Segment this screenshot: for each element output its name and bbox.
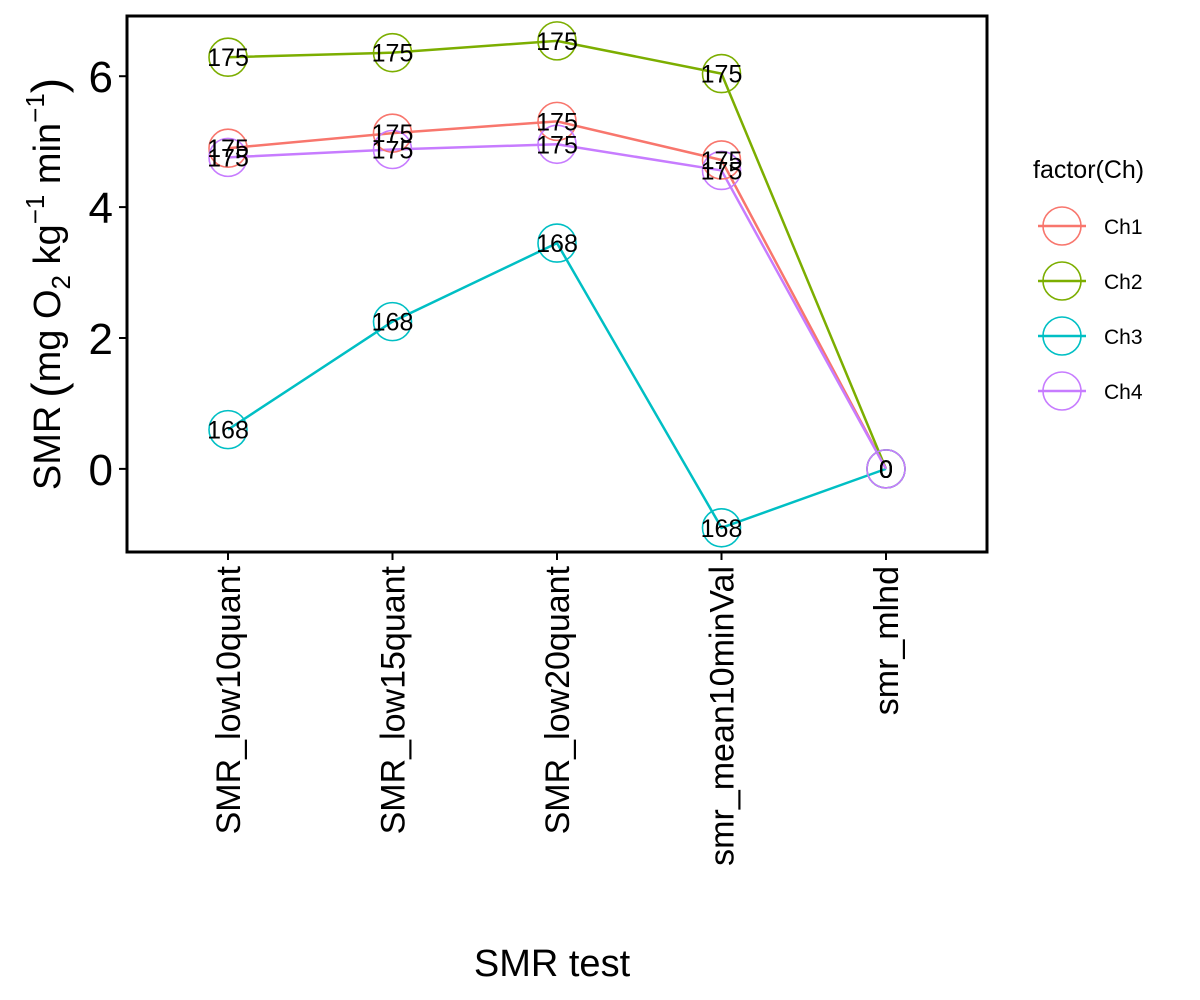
series-line-Ch3 bbox=[227, 241, 887, 530]
data-point-Ch1 bbox=[372, 113, 413, 153]
data-label-Ch1: 0 bbox=[879, 456, 893, 484]
data-label-Ch3: 168 bbox=[536, 230, 578, 258]
x-tick-label: SMR_low20quant bbox=[539, 565, 577, 834]
data-label-Ch4: 175 bbox=[536, 131, 578, 159]
y-tick-label: 2 bbox=[89, 315, 113, 364]
y-tick-label: 4 bbox=[89, 184, 113, 233]
data-label-Ch4: 175 bbox=[372, 137, 414, 165]
data-point-Ch1 bbox=[537, 101, 577, 142]
data-point-Ch4 bbox=[537, 124, 577, 165]
data-label-Ch3: 0 bbox=[879, 456, 893, 484]
plot-lines bbox=[227, 39, 888, 530]
data-label-Ch4: 175 bbox=[207, 144, 249, 172]
data-point-Ch1 bbox=[208, 128, 248, 169]
legend-label-Ch1: Ch1 bbox=[1104, 216, 1143, 239]
x-tick-label: smr_mlnd bbox=[868, 566, 906, 715]
data-point-Ch3 bbox=[372, 301, 413, 342]
data-point-Ch2 bbox=[208, 37, 248, 78]
data-label-Ch4: 175 bbox=[701, 157, 743, 185]
series-line-Ch2 bbox=[227, 39, 888, 470]
data-point-Ch4 bbox=[866, 449, 906, 489]
data-point-Ch1 bbox=[701, 140, 742, 180]
data-label-Ch3: 168 bbox=[207, 417, 249, 445]
data-label-Ch2: 175 bbox=[372, 40, 414, 68]
data-label-Ch4: 0 bbox=[879, 456, 893, 484]
legend-label-Ch4: Ch4 bbox=[1104, 381, 1143, 404]
data-point-Ch3 bbox=[208, 409, 248, 450]
data-label-Ch3: 168 bbox=[701, 515, 743, 543]
data-label-Ch1: 175 bbox=[701, 147, 743, 175]
data-label-Ch2: 175 bbox=[701, 61, 743, 89]
data-point-Ch4 bbox=[372, 129, 413, 170]
data-point-Ch2 bbox=[537, 21, 577, 61]
y-tick-label: 0 bbox=[89, 446, 113, 495]
data-label-Ch2: 175 bbox=[207, 44, 249, 72]
x-axis-title: SMR test bbox=[474, 943, 631, 985]
y-axis: 0 2 4 6 bbox=[89, 53, 127, 495]
data-point-Ch2 bbox=[372, 32, 413, 73]
x-tick-label: SMR_low10quant bbox=[210, 565, 248, 834]
series-line-Ch1 bbox=[227, 120, 888, 470]
legend: factor(Ch) Ch1 Ch2 Ch3 Ch4 bbox=[1033, 156, 1144, 411]
data-label-Ch2: 175 bbox=[536, 28, 578, 56]
x-tick-label: smr_mean10minVal bbox=[704, 566, 742, 866]
data-label-Ch1: 175 bbox=[207, 135, 249, 163]
x-axis: SMR_low10quant SMR_low15quant SMR_low20qua… bbox=[210, 552, 906, 866]
y-tick-label: 6 bbox=[89, 53, 113, 102]
series-line-Ch4 bbox=[227, 143, 888, 470]
data-point-Ch3 bbox=[537, 223, 577, 263]
data-point-Ch4 bbox=[701, 150, 742, 191]
data-point-Ch3 bbox=[701, 507, 742, 548]
legend-title: factor(Ch) bbox=[1033, 156, 1144, 184]
y-axis-title: SMR(mg O2 kg−1 min−1) bbox=[20, 78, 76, 490]
data-label-Ch2: 0 bbox=[879, 456, 893, 484]
data-label-Ch1: 175 bbox=[372, 120, 414, 148]
data-point-Ch2 bbox=[701, 53, 742, 94]
x-tick-label: SMR_low15quant bbox=[375, 565, 413, 834]
data-label-Ch3: 168 bbox=[372, 309, 414, 337]
legend-label-Ch3: Ch3 bbox=[1104, 326, 1143, 349]
plot-panel-border bbox=[125, 14, 989, 554]
data-point-Ch4 bbox=[208, 137, 248, 178]
legend-label-Ch2: Ch2 bbox=[1104, 271, 1143, 294]
data-label-Ch1: 175 bbox=[536, 108, 578, 136]
plot-points bbox=[208, 21, 906, 548]
